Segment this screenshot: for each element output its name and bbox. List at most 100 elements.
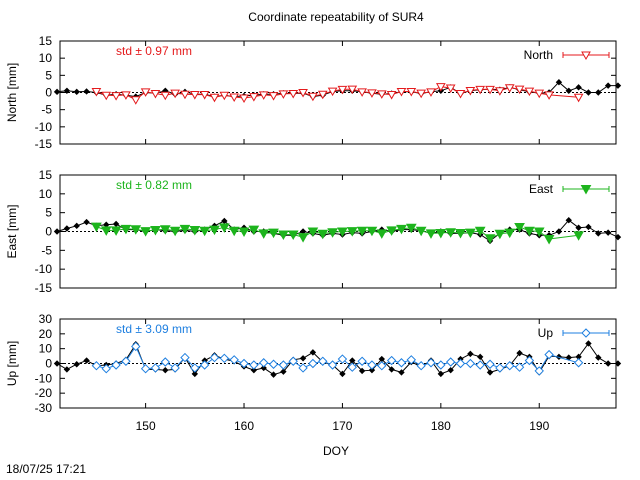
data-point-north (406, 87, 417, 97)
data-point-up (465, 358, 476, 369)
std-annotation: std ± 3.09 mm (116, 322, 192, 336)
data-point-north (298, 89, 308, 98)
data-point-reference (83, 357, 90, 364)
data-point-north (239, 94, 249, 104)
data-point-up (327, 360, 338, 370)
data-point-reference (575, 84, 582, 91)
data-point-up (131, 341, 141, 352)
timestamp: 18/07/25 17:21 (6, 462, 86, 476)
data-point-north (455, 90, 466, 99)
data-point-east (248, 225, 260, 236)
data-point-reference (565, 216, 572, 224)
y-tick-label: -20 (35, 386, 53, 400)
data-point-north (534, 89, 545, 99)
data-point-east (317, 229, 329, 240)
data-point-east (150, 225, 161, 236)
data-point-up (91, 361, 102, 371)
data-point-east (91, 222, 102, 233)
data-point-east (356, 226, 368, 237)
data-point-north (416, 89, 427, 99)
data-point-reference (516, 349, 523, 357)
data-point-up (485, 359, 495, 369)
data-point-reference (388, 366, 395, 373)
data-point-up (160, 357, 171, 367)
panels-group: 15 10 5 0 -5 -10 -15 North [mm] std ± 0.97 mm Nor… (5, 34, 622, 415)
data-point-east (386, 226, 397, 236)
y-tick-label: 0 (45, 225, 52, 239)
data-point-reference (73, 222, 80, 230)
data-point-reference (437, 370, 445, 378)
data-point-north (445, 84, 456, 94)
data-point-east (376, 229, 388, 239)
data-point-north (308, 92, 318, 102)
std-annotation: std ± 0.82 mm (116, 178, 192, 192)
x-tick-label: 170 (332, 419, 352, 433)
data-point-reference (565, 87, 572, 94)
data-point-east (228, 226, 240, 237)
data-point-north (435, 83, 446, 92)
data-point-east (130, 225, 142, 235)
data-point-reference (53, 88, 61, 96)
data-point-north (367, 89, 377, 98)
data-point-reference (358, 367, 366, 375)
data-point-up (495, 363, 505, 373)
data-point-north (101, 91, 112, 101)
data-point-east (179, 224, 191, 235)
legend-marker-east (580, 185, 592, 195)
data-point-up (416, 361, 426, 371)
data-point-north (396, 87, 407, 97)
data-point-north (111, 92, 121, 101)
y-tick-label: 10 (39, 51, 53, 65)
y-tick-label: 0 (45, 86, 52, 100)
x-tick-label: 190 (529, 419, 549, 433)
data-point-reference (63, 225, 71, 232)
data-point-north (249, 93, 259, 102)
data-point-reference (604, 229, 612, 236)
data-point-reference (614, 360, 622, 367)
data-point-reference (555, 228, 563, 235)
data-point-up (514, 362, 525, 372)
std-annotation: std ± 0.97 mm (116, 44, 192, 58)
data-point-north (288, 90, 299, 99)
data-point-reference (53, 228, 61, 235)
data-point-up (239, 358, 249, 369)
data-point-up (180, 352, 190, 363)
data-point-east (484, 234, 496, 244)
data-point-up (170, 363, 180, 373)
y-tick-label: -30 (35, 401, 53, 415)
data-point-up (140, 363, 151, 374)
data-point-up (318, 356, 328, 366)
data-point-north (258, 91, 269, 100)
data-point-up (337, 354, 348, 364)
data-point-reference (604, 82, 612, 89)
y-tick-label: 10 (39, 187, 53, 201)
data-point-reference (191, 370, 199, 378)
data-point-north (524, 87, 535, 97)
data-point-north (426, 88, 436, 97)
data-point-reference (309, 349, 317, 356)
data-point-up (475, 360, 485, 370)
data-point-reference (162, 366, 169, 374)
data-point-east (415, 226, 427, 237)
x-tick-label: 150 (136, 419, 156, 433)
data-point-east (445, 228, 457, 238)
data-point-reference (555, 78, 563, 86)
data-point-north (337, 85, 348, 95)
data-point-east (258, 229, 270, 239)
x-axis-tick-labels: 150 160 170 180 190 (136, 419, 550, 433)
data-point-east (465, 228, 476, 239)
data-point-north (140, 88, 151, 97)
data-point-north (199, 91, 210, 100)
data-point-east (159, 225, 171, 235)
data-point-east (514, 222, 525, 233)
y-tick-label: -10 (35, 120, 53, 134)
y-tick-label: 15 (39, 34, 53, 48)
data-point-east (189, 225, 201, 236)
data-point-up (436, 360, 446, 370)
data-point-reference (63, 366, 71, 373)
data-point-east (533, 227, 545, 238)
y-tick-label: 30 (39, 312, 53, 326)
